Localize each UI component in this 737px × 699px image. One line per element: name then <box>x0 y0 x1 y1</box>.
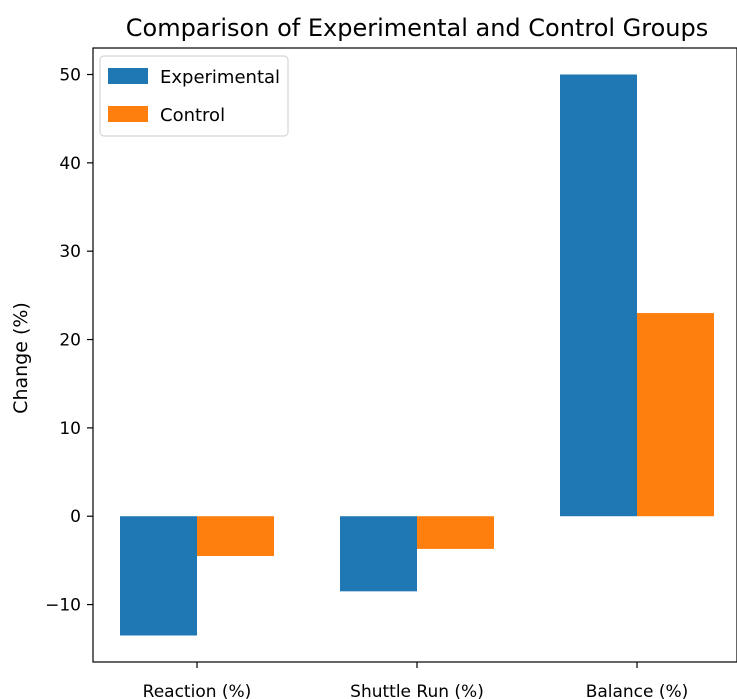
bars-group <box>120 74 714 636</box>
y-tick-label: 0 <box>70 507 81 527</box>
y-tick-label: −10 <box>45 596 81 616</box>
legend: Experimental Control <box>99 55 289 137</box>
plot-area-frame <box>92 47 737 663</box>
bar-experimental-2 <box>340 516 417 592</box>
chart-title: Comparison of Experimental and Control G… <box>126 14 709 42</box>
y-tick-label: 30 <box>59 242 81 262</box>
x-tick-label: Balance (%) <box>586 682 689 699</box>
y-axis-label: Change (%) <box>10 302 32 414</box>
y-tick-label: 10 <box>59 419 81 439</box>
y-tick-label: 20 <box>59 331 81 351</box>
bar-control-1 <box>197 516 274 556</box>
x-tick-label: Shuttle Run (%) <box>350 682 484 699</box>
bar-control-3 <box>637 313 714 517</box>
x-tick-label: Reaction (%) <box>143 682 252 699</box>
x-axis-ticks: Reaction (%) Shuttle Run (%) Balance (%) <box>143 662 689 699</box>
legend-swatch-control <box>108 106 148 122</box>
legend-swatch-experimental <box>108 68 148 84</box>
y-tick-label: 50 <box>59 66 81 86</box>
legend-label-experimental: Experimental <box>160 67 280 88</box>
y-tick-label: 40 <box>59 154 81 174</box>
bar-experimental-3 <box>560 74 637 517</box>
bar-control-2 <box>417 516 494 549</box>
y-axis-ticks: −10 0 10 20 30 40 50 <box>45 66 93 616</box>
legend-label-control: Control <box>160 105 225 126</box>
bar-experimental-1 <box>120 516 197 636</box>
